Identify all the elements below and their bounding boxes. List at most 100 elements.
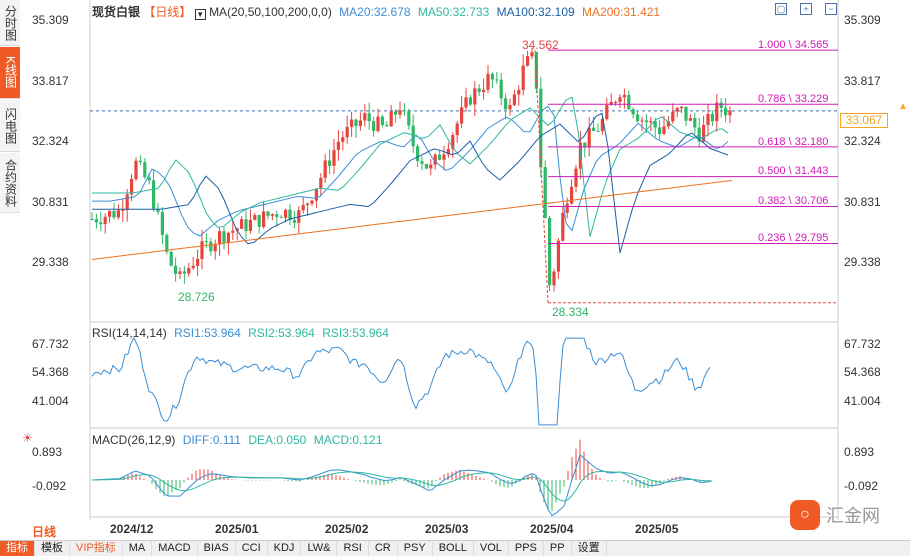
candle-body — [464, 97, 468, 108]
x-tick: 2025/02 — [325, 522, 369, 536]
toolbar-item[interactable]: MA — [123, 541, 153, 556]
candle-body — [191, 265, 195, 269]
sun-icon[interactable]: ☀ — [22, 431, 33, 445]
toolbar-item[interactable]: BOLL — [433, 541, 474, 556]
chart-legend: 现货白银 【日线】 ▼ MA(20,50,100,200,0,0) MA20:3… — [92, 3, 660, 20]
prev-low-annotation: 28.726 — [178, 290, 215, 304]
indicator-toolbar: 指标 模板 VIP指标 MA MACD BIAS CCI KDJ LW& RSI CR PSY BOLL… — [0, 540, 910, 556]
macd-tick: 0.893 — [32, 445, 63, 459]
candle-body — [473, 88, 477, 105]
candle-body — [517, 89, 521, 95]
ma20-line — [92, 105, 729, 237]
price-tick: 33.817 — [32, 74, 69, 88]
candle-body — [442, 154, 446, 160]
candle-body — [614, 101, 618, 103]
candle-body — [653, 121, 657, 128]
candle-body — [103, 216, 107, 225]
candle-body — [358, 120, 362, 127]
toolbar-item[interactable]: 指标 — [0, 541, 35, 556]
candle-body — [240, 219, 244, 229]
candle-body — [684, 106, 688, 121]
candle-body — [693, 118, 697, 128]
rsi3-value: RSI3:53.964 — [322, 326, 389, 340]
candle-body — [90, 218, 94, 220]
macd-tick: -0.092 — [32, 479, 67, 493]
candle-body — [622, 94, 626, 98]
toolbar-item[interactable]: LW& — [301, 541, 338, 556]
candle-body — [116, 210, 120, 218]
candle-body — [556, 240, 560, 272]
toolbar-item[interactable]: BIAS — [198, 541, 236, 556]
fib-label: 0.382 \ 30.706 — [758, 195, 829, 207]
candle-body — [266, 211, 270, 216]
candle-body — [429, 164, 433, 169]
tab-label: K线图 — [3, 56, 18, 89]
toolbar-item[interactable]: CCI — [236, 541, 268, 556]
toolbar-item[interactable]: PPS — [509, 541, 544, 556]
toolbar-item[interactable]: CR — [369, 541, 398, 556]
candle-body — [248, 219, 252, 231]
candle-body — [275, 214, 279, 218]
rsi1-value: RSI1:53.964 — [174, 326, 241, 340]
zoom-in-icon[interactable]: + — [800, 3, 812, 15]
tab-kline[interactable]: K线图 — [0, 47, 20, 99]
toolbar-item[interactable]: VIP指标 — [70, 541, 123, 556]
ma-settings-icon[interactable]: ▼ — [194, 9, 206, 20]
price-tick: 32.324 — [32, 134, 69, 148]
candle-body — [182, 271, 186, 274]
tab-flash[interactable]: 闪电图 — [0, 100, 20, 152]
candle-body — [618, 97, 622, 102]
candle-body — [292, 220, 296, 223]
toolbar-item[interactable]: MACD — [152, 541, 198, 556]
candle-body — [424, 164, 428, 169]
tab-timeshare[interactable]: 分时图 — [0, 0, 20, 46]
rsi-legend: RSI(14,14,14) RSI1:53.964 RSI2:53.964 RS… — [92, 326, 389, 340]
period-badge[interactable]: 日线 — [32, 525, 57, 539]
candle-body — [640, 120, 644, 122]
candle-body — [455, 123, 459, 136]
price-tick: 35.309 — [844, 13, 881, 27]
candle-body — [174, 265, 178, 274]
zoom-out-icon[interactable]: − — [825, 3, 837, 15]
fib-label: 0.618 \ 32.180 — [758, 136, 829, 148]
x-tick: 2025/01 — [215, 522, 259, 536]
candle-body — [649, 121, 653, 123]
candle-body — [112, 210, 116, 218]
candle-body — [592, 127, 596, 131]
candle-body — [627, 94, 631, 110]
candle-body — [565, 203, 569, 213]
price-tick: 29.338 — [844, 255, 881, 269]
fib-label: 0.786 \ 33.229 — [758, 93, 829, 105]
candle-body — [244, 219, 248, 231]
candle-body — [165, 234, 169, 252]
candle-body — [671, 111, 675, 122]
rsi-tick: 67.732 — [32, 337, 69, 351]
toolbar-item[interactable]: KDJ — [268, 541, 302, 556]
toolbar-item[interactable]: RSI — [337, 541, 369, 556]
toolbar-item[interactable]: PSY — [398, 541, 433, 556]
high-annotation: 34.562 — [522, 38, 559, 52]
candle-body — [147, 177, 151, 181]
rsi2-value: RSI2:53.964 — [248, 326, 315, 340]
candle-body — [512, 94, 516, 106]
kline-chart-svg[interactable] — [20, 0, 910, 520]
rsi-line — [91, 337, 711, 426]
watermark-icon: ○ — [790, 500, 820, 530]
toolbar-item[interactable]: VOL — [474, 541, 509, 556]
candle-body — [160, 211, 164, 235]
candle-body — [196, 258, 200, 266]
toolbar-item[interactable]: 模板 — [35, 541, 70, 556]
fullscreen-icon[interactable]: ▢ — [775, 3, 787, 15]
candle-body — [710, 113, 714, 122]
candle-body — [99, 222, 103, 225]
candle-body — [407, 111, 411, 126]
tab-contract-info[interactable]: 合约资料 — [0, 153, 20, 213]
current-price-tag: 33.067 — [840, 113, 888, 128]
toolbar-item[interactable]: 设置 — [572, 541, 607, 556]
candle-body — [319, 177, 323, 189]
candle-body — [323, 160, 327, 178]
candle-body — [332, 150, 336, 166]
price-tick: 35.309 — [32, 13, 69, 27]
toolbar-item[interactable]: PP — [544, 541, 572, 556]
candle-body — [213, 244, 217, 252]
